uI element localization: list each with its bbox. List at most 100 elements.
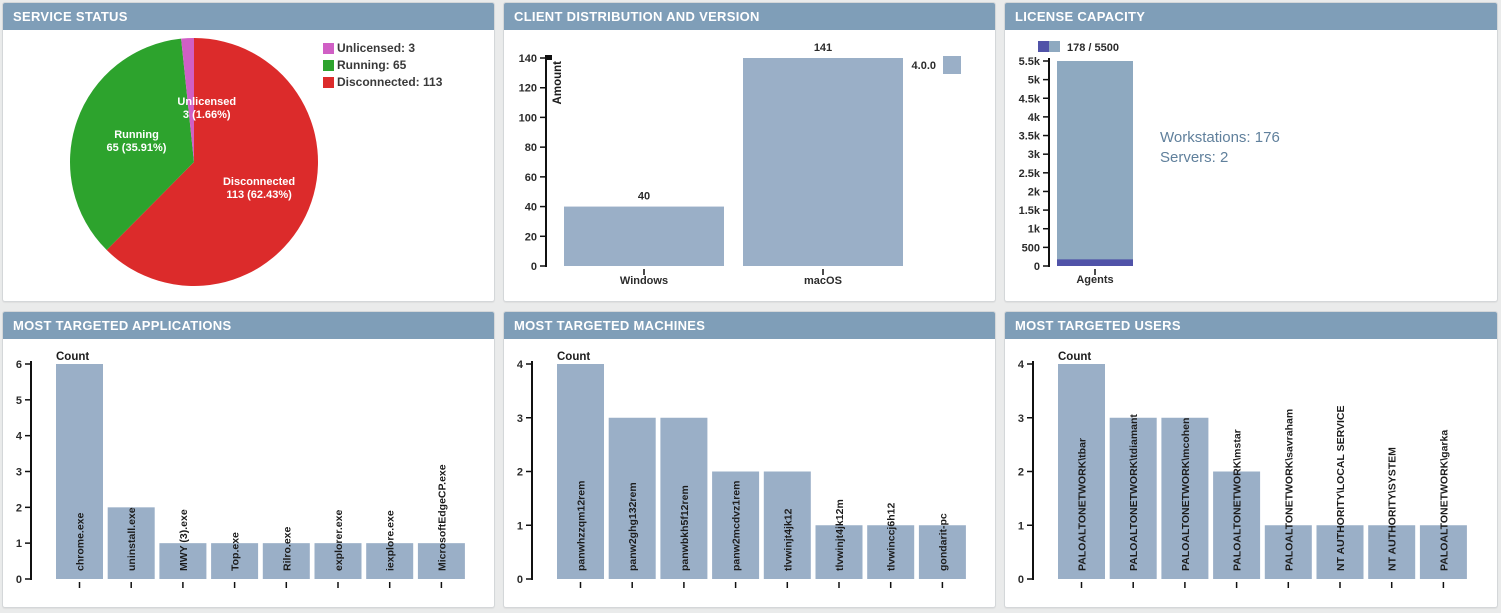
pie-slice-unlicensed xyxy=(181,38,194,162)
bar-category-label: iexplore.exe xyxy=(385,510,397,571)
pie-slice-label: Unlicensed 3 (1.66%) xyxy=(177,96,236,121)
bar xyxy=(1213,471,1261,579)
y-tick-label: 0 xyxy=(531,261,537,273)
panel-header-targeted-machines: MOST TARGETED MACHINES xyxy=(504,312,995,339)
y-tick-label: 1k xyxy=(1028,224,1041,236)
targeted-apps-chart-area: 0 1 2 3 4 5 6 Count chrome.exe uninstall.exe MWY (… xyxy=(3,339,494,607)
panel-title: MOST TARGETED APPLICATIONS xyxy=(13,318,232,333)
legend-item: Disconnected: 113 xyxy=(323,74,442,90)
y-tick-label: 6 xyxy=(16,359,22,371)
bar-category-label: gondarit-pc xyxy=(937,513,949,571)
y-tick-label: 3 xyxy=(1018,413,1024,425)
bar xyxy=(608,417,656,579)
bar xyxy=(1161,417,1209,579)
bar-category-label: tlvwinccj6h12 xyxy=(886,503,898,571)
y-tick-label: 3 xyxy=(517,413,523,425)
targeted-users-chart: 0 1 2 3 4 Count PALOALTONETWORK\tbar PALOALTONE… xyxy=(1018,351,1467,588)
y-tick-label: 500 xyxy=(1022,242,1040,254)
service-status-chart-area: Disconnected 113 (62.43%) Running 65 (35.91… xyxy=(3,30,494,301)
license-annotation: Workstations: 176 xyxy=(1160,129,1280,146)
bar-category-label: MicrosoftEdgeCP.exe xyxy=(436,464,448,571)
bar xyxy=(712,471,760,579)
pie-slice-disconnected xyxy=(106,38,319,286)
bar-category-label: NT AUTHORITY\LOCAL SERVICE xyxy=(1335,406,1347,571)
bar-category-label: tlvwinjt4jk12m xyxy=(834,499,846,571)
y-tick-label: 2k xyxy=(1028,186,1041,198)
bar-value-label: 40 xyxy=(638,191,650,203)
bar-category-label: PALOALTONETWORK\tbar xyxy=(1077,438,1089,571)
y-tick-label: 4 xyxy=(16,431,23,443)
y-tick-label: 140 xyxy=(519,53,537,65)
bar xyxy=(1264,525,1312,579)
pie-slice-label: Disconnected 113 (62.43%) xyxy=(223,176,295,201)
panel-title: CLIENT DISTRIBUTION AND VERSION xyxy=(514,9,760,24)
bar xyxy=(366,543,414,579)
x-category-label: Agents xyxy=(1076,274,1113,286)
y-tick-label: 4k xyxy=(1028,112,1041,124)
legend-item: Running: 65 xyxy=(323,57,442,73)
y-tick-label: 0 xyxy=(1034,261,1040,273)
bar xyxy=(1109,417,1157,579)
y-tick-label: 0 xyxy=(16,574,22,586)
legend-label: Disconnected: 113 xyxy=(337,75,443,89)
bar-category-label: Top.exe xyxy=(230,532,242,571)
bar-category-label: panw2mcdvz1rem xyxy=(731,481,743,571)
used-bar xyxy=(1057,259,1133,266)
y-tick-label: 5k xyxy=(1028,75,1041,87)
panel-targeted-users: MOST TARGETED USERS 0 1 2 3 4 Count PALOALTONE… xyxy=(1004,311,1498,608)
y-tick-label: 20 xyxy=(525,231,537,243)
panel-header-service-status: SERVICE STATUS xyxy=(3,3,494,30)
y-tick-label: 2 xyxy=(517,467,523,479)
bar xyxy=(211,543,259,579)
bar-category-label: PALOALTONETWORK\savraham xyxy=(1283,409,1295,571)
bar-category-label: PALOALTONETWORK\tdiamant xyxy=(1128,414,1140,571)
panel-header-client-distribution: CLIENT DISTRIBUTION AND VERSION xyxy=(504,3,995,30)
bar-category-label: PALOALTONETWORK\mstar xyxy=(1232,429,1244,571)
service-status-chart: Disconnected 113 (62.43%) Running 65 (35.91… xyxy=(70,38,319,286)
bar-category-label: explorer.exe xyxy=(333,510,345,571)
bar xyxy=(557,364,604,579)
client-distribution-chart-area: 0 20 40 60 80 100 120 140 Amount 40 Windows 141 macO… xyxy=(504,30,995,301)
bar xyxy=(763,471,811,579)
y-tick-label: 0 xyxy=(517,574,523,586)
bar-category-label: tlvwinjt4jk12 xyxy=(782,508,794,571)
bar xyxy=(918,525,966,579)
panel-service-status: SERVICE STATUS Disconnected 113 (62.43%) R… xyxy=(2,2,495,302)
panel-title: MOST TARGETED MACHINES xyxy=(514,318,706,333)
client-distribution-chart: 0 20 40 60 80 100 120 140 Amount 40 Windows 141 macO… xyxy=(519,42,961,287)
bar-category-label: MWY (3).exe xyxy=(178,509,190,571)
y-tick-label: 1 xyxy=(16,538,22,550)
y-tick-label: 1 xyxy=(517,520,523,532)
license-annotation: Servers: 2 xyxy=(1160,149,1228,166)
legend-swatch xyxy=(323,42,334,54)
bar-value-label: 141 xyxy=(814,42,832,54)
panel-title: SERVICE STATUS xyxy=(13,9,128,24)
legend-swatch-used xyxy=(1038,41,1049,52)
legend-swatch-capacity xyxy=(1049,41,1060,52)
pie-slice-running xyxy=(70,38,194,251)
bar xyxy=(159,543,207,579)
y-tick-label: 2.5k xyxy=(1019,168,1041,180)
y-tick-label: 3.5k xyxy=(1019,131,1041,143)
y-tick-label: 0 xyxy=(1018,574,1024,586)
legend-label: Running: 65 xyxy=(337,58,407,72)
y-tick-label: 5.5k xyxy=(1019,56,1041,68)
capacity-bar xyxy=(1057,61,1133,266)
y-tick-label: 40 xyxy=(525,202,537,214)
panel-header-targeted-users: MOST TARGETED USERS xyxy=(1005,312,1497,339)
bar-category-label: NT AUTHORITY\SYSTEM xyxy=(1387,447,1399,571)
y-tick-label: 4.5k xyxy=(1019,93,1041,105)
legend-item: Unlicensed: 3 xyxy=(323,40,442,56)
license-capacity-chart-area: 0 500 1k 1.5k 2k 2.5k 3k 3.5k 4k 4.5k 5k 5.5k Agents… xyxy=(1005,30,1497,301)
bar-category-label: PALOALTONETWORK\garka xyxy=(1438,430,1450,571)
y-tick-label: 120 xyxy=(519,83,537,95)
license-capacity-chart: 0 500 1k 1.5k 2k 2.5k 3k 3.5k 4k 4.5k 5k 5.5k Agents… xyxy=(1019,41,1280,286)
panel-header-license-capacity: LICENSE CAPACITY xyxy=(1005,3,1497,30)
bar xyxy=(56,364,103,579)
bar xyxy=(1368,525,1416,579)
bar xyxy=(1419,525,1467,579)
y-tick-label: 2 xyxy=(16,502,22,514)
bar xyxy=(314,543,362,579)
